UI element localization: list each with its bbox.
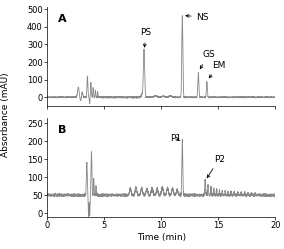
Text: NS: NS <box>186 12 209 22</box>
Text: P2: P2 <box>207 155 225 178</box>
Text: B: B <box>58 125 67 135</box>
Text: GS: GS <box>200 51 215 69</box>
Text: Absorbance (mAU): Absorbance (mAU) <box>1 72 10 157</box>
Text: P1: P1 <box>170 134 181 143</box>
Text: PS: PS <box>141 28 152 47</box>
Text: EM: EM <box>209 61 226 78</box>
X-axis label: Time (min): Time (min) <box>137 233 186 242</box>
Text: A: A <box>58 14 67 24</box>
